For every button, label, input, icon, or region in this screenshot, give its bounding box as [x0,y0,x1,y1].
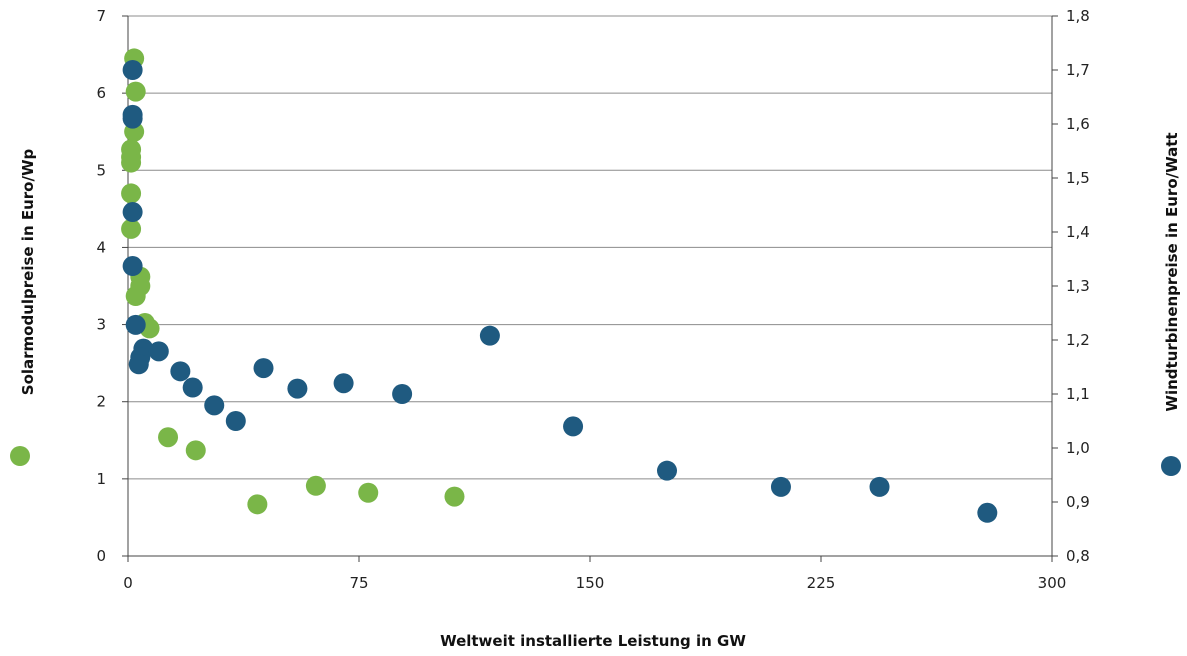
left-y-axis-ticks: 0 1 2 3 4 5 6 7 [96,7,128,565]
solar-price-point [444,486,465,507]
solar-price-point [185,440,206,461]
wind-price-point [122,256,143,277]
right-y-tick-label: 1,5 [1066,169,1090,187]
x-tick-label: 0 [123,574,133,592]
solar-price-point [121,218,142,239]
left-y-tick-label: 4 [96,238,106,256]
solar-price-point [121,183,142,204]
wind-price-point [392,384,413,404]
left-y-axis-title: Solarmodulpreise in Euro/Wp [19,149,37,396]
wind-price-point [148,341,169,362]
left-y-tick-label: 1 [96,470,106,488]
wind-price-point [657,460,677,481]
right-y-tick-label: 1,4 [1066,223,1090,241]
wind-price-point [479,325,500,346]
left-y-tick-label: 5 [96,161,106,179]
solar-price-point [125,286,146,307]
wind-price-point [122,60,143,80]
wind-price-point [225,411,246,431]
x-tick-label: 225 [807,574,836,592]
left-y-tick-label: 6 [96,84,106,102]
right-y-tick-label: 0,9 [1066,493,1090,511]
x-axis-title: Weltweit installierte Leistung in GW [440,632,746,650]
solar-price-point [121,152,142,173]
left-y-tick-label: 0 [96,547,106,565]
wind-price-point [977,502,998,523]
wind-price-point [122,108,143,129]
wind-price-point [122,202,143,223]
wind-price-point [770,476,791,497]
data-points [121,48,998,523]
right-y-tick-label: 1,1 [1066,385,1090,403]
axes [127,16,1053,557]
wind-price-point [125,314,146,335]
legend-marker-wind [1161,456,1181,476]
right-y-axis-ticks: 0,8 0,9 1,0 1,1 1,2 1,3 1,4 1,5 1,6 1,7 1,8 [1052,7,1090,565]
right-y-tick-label: 1,0 [1066,439,1090,457]
wind-price-point [333,373,354,394]
x-axis-ticks: 0 75 150 225 300 [123,556,1066,592]
left-y-tick-label: 3 [96,316,106,334]
right-y-tick-label: 1,6 [1066,115,1090,133]
x-tick-label: 75 [349,574,368,592]
wind-price-point [182,377,203,398]
wind-price-point [170,361,191,382]
left-y-tick-label: 7 [96,7,106,25]
x-tick-label: 150 [576,574,605,592]
right-y-tick-label: 1,8 [1066,7,1090,25]
wind-price-point [563,416,584,437]
right-y-tick-label: 1,7 [1066,61,1090,79]
left-y-tick-label: 2 [96,393,106,411]
solar-price-point [358,482,379,503]
gridlines [128,15,1052,480]
right-y-tick-label: 1,3 [1066,277,1090,295]
right-y-axis-title: Windturbinenpreise in Euro/Watt [1163,132,1181,411]
solar-price-point [247,494,268,515]
wind-price-point [869,476,890,497]
legend-marker-solar [10,446,30,466]
x-tick-label: 300 [1038,574,1067,592]
solar-price-point [305,475,326,496]
right-y-tick-label: 0,8 [1066,547,1090,565]
wind-price-point [287,378,308,399]
solar-price-point [158,427,179,448]
right-y-tick-label: 1,2 [1066,331,1090,349]
wind-price-point [204,395,225,416]
wind-price-point [253,358,274,379]
wind-price-point [128,354,149,375]
solar-price-point [125,81,146,102]
